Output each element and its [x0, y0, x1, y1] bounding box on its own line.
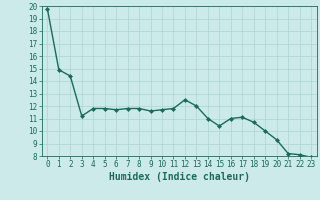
X-axis label: Humidex (Indice chaleur): Humidex (Indice chaleur): [109, 172, 250, 182]
